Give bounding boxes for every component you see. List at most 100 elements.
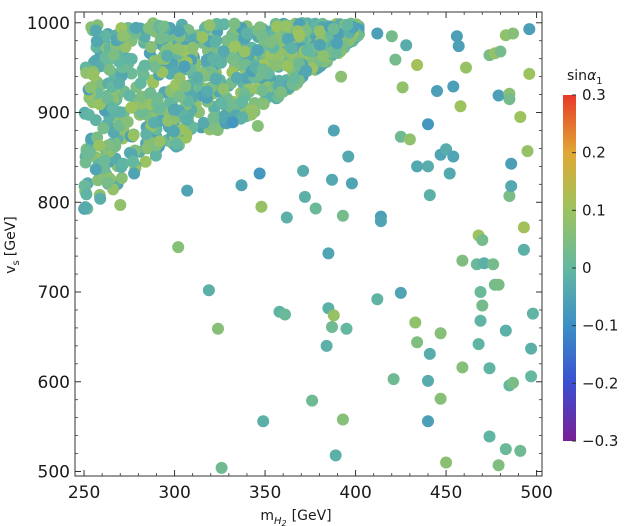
data-point	[525, 370, 538, 383]
dense-point	[173, 90, 186, 103]
data-point	[523, 67, 536, 80]
y-tick-label: 600	[38, 373, 70, 393]
data-point	[394, 286, 407, 299]
dense-point	[173, 25, 185, 38]
dense-point	[90, 35, 103, 48]
x-tick-label: 350	[249, 483, 281, 503]
data-point	[423, 189, 436, 202]
colorbar	[563, 95, 576, 441]
dense-point	[117, 157, 130, 170]
y-axis-ticks: 500 600 700 800 900 1000	[27, 14, 542, 483]
dense-point	[153, 101, 166, 114]
dense-point	[79, 156, 92, 169]
dense-point	[82, 108, 95, 121]
dense-point	[209, 35, 222, 48]
dense-point	[97, 122, 110, 135]
data-point	[476, 299, 489, 312]
dense-point	[238, 45, 251, 58]
data-point	[340, 322, 353, 335]
data-point	[235, 179, 248, 192]
dense-point	[170, 137, 183, 150]
data-point	[329, 449, 342, 462]
data-point	[411, 59, 424, 71]
data-point	[279, 308, 291, 321]
dense-point	[127, 155, 140, 168]
data-point	[450, 30, 463, 43]
plot-frame	[74, 11, 543, 477]
dense-point	[217, 83, 230, 96]
dense-point	[87, 68, 99, 81]
data-point	[181, 184, 194, 197]
data-point	[387, 373, 400, 386]
data-point	[483, 362, 496, 375]
x-axis-ticks: 250 300 350 400 450 500	[68, 12, 553, 503]
data-point	[505, 157, 518, 170]
dense-point	[92, 174, 104, 187]
data-point	[411, 336, 424, 349]
data-point	[251, 120, 264, 132]
data-point	[456, 254, 469, 267]
data-point	[371, 27, 384, 40]
x-tick-label: 400	[339, 483, 371, 503]
dense-point	[200, 85, 213, 98]
data-point	[411, 160, 424, 173]
data-point	[443, 167, 456, 180]
data-point	[492, 278, 505, 291]
data-point	[257, 415, 270, 428]
data-point	[327, 124, 340, 137]
dense-point	[231, 71, 243, 84]
dense-point	[179, 80, 192, 93]
y-axis-title: vs[GeV]	[3, 216, 22, 273]
dense-point	[115, 172, 128, 185]
data-point	[114, 199, 127, 211]
dense-point	[124, 52, 136, 65]
dense-point	[293, 29, 306, 42]
dense-point	[281, 59, 294, 72]
data-point	[335, 70, 348, 83]
data-point	[389, 53, 402, 66]
data-point	[521, 145, 534, 158]
dense-point	[106, 102, 119, 115]
data-point	[422, 160, 434, 173]
data-point	[172, 241, 185, 254]
data-point	[434, 392, 447, 405]
dense-point	[125, 101, 138, 114]
dense-point	[83, 147, 96, 160]
dense-point	[101, 176, 114, 189]
dense-point	[125, 67, 138, 80]
dense-point	[330, 46, 343, 59]
y-tick-label: 700	[38, 283, 70, 303]
dense-point	[161, 49, 173, 62]
dense-point	[197, 116, 210, 129]
dense-point	[89, 163, 102, 176]
x-tick-label: 250	[68, 483, 100, 503]
dense-point	[155, 31, 168, 44]
colorbar-tick-label: 0.1	[582, 201, 606, 219]
dense-point	[84, 81, 97, 94]
data-point	[434, 327, 447, 340]
y-tick-label: 1000	[27, 14, 70, 34]
x-tick-label: 500	[520, 483, 552, 503]
dense-point	[300, 64, 313, 77]
data-point	[447, 80, 460, 93]
dense-point	[121, 115, 134, 128]
dense-point	[142, 22, 155, 35]
dense-point	[128, 167, 141, 180]
dense-point	[264, 36, 277, 49]
data-point	[336, 413, 349, 426]
data-point	[396, 81, 409, 94]
dense-point	[186, 41, 199, 54]
data-point	[212, 322, 224, 335]
dense-point	[313, 39, 326, 51]
dense-point	[116, 29, 129, 42]
dense-point	[251, 44, 264, 57]
dense-point	[102, 139, 115, 152]
y-tick-label: 900	[38, 104, 70, 124]
data-point	[297, 164, 310, 177]
y-tick-label: 500	[38, 463, 70, 483]
data-point	[385, 30, 398, 43]
data-point	[452, 40, 465, 53]
data-point	[483, 430, 496, 443]
data-point	[326, 321, 338, 333]
data-point	[525, 342, 538, 355]
